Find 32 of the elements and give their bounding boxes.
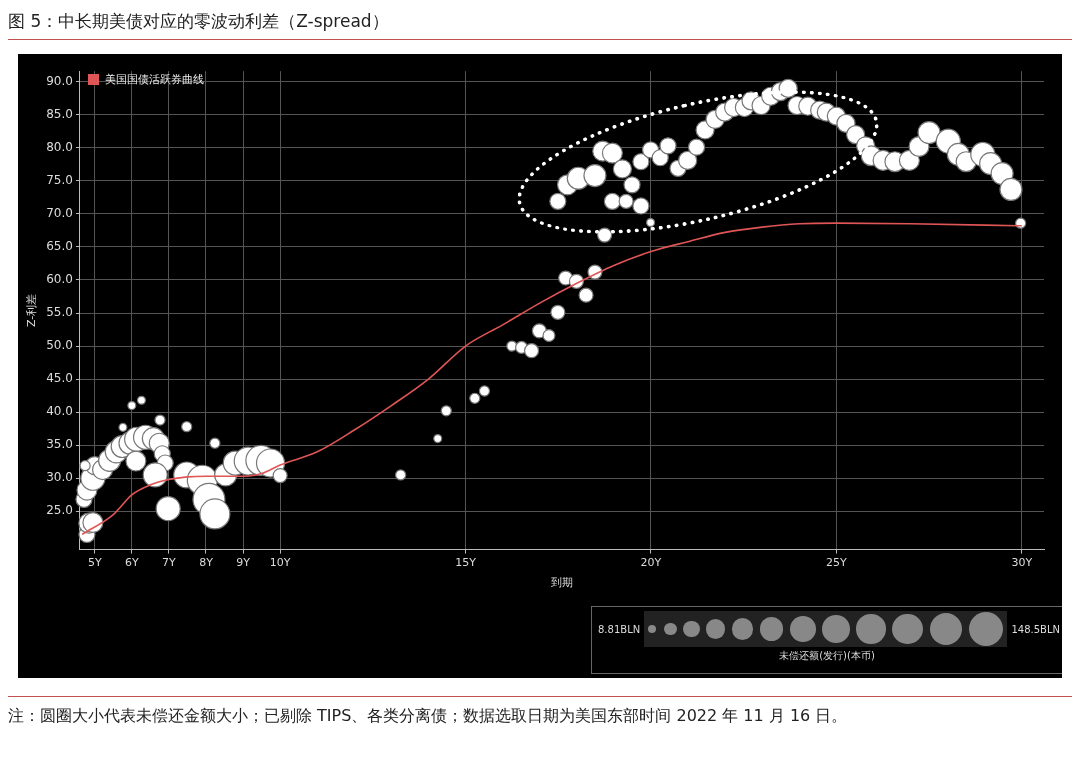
y-tick-label: 35.0 <box>46 437 73 452</box>
y-tick-label: 30.0 <box>46 470 73 485</box>
y-tick-label: 45.0 <box>46 371 73 386</box>
legend-title: 未偿还额(发行)(本币) <box>778 649 876 663</box>
text: 注：圆圈大小代表未偿还金额大小；已剔除 TIPS、各类分离债；数据选取日期为美国东部时间 2022 年 11 月 16 日。 <box>8 705 849 727</box>
y-tick-label: 75.0 <box>46 172 73 187</box>
x-tick-label: 8Y <box>199 556 214 570</box>
x-tick-label: 30Y <box>1011 556 1033 570</box>
x-tick-label: 5Y <box>87 556 102 570</box>
x-tick-label: 15Y <box>455 556 477 570</box>
x-tick-label: 10Y <box>269 556 291 570</box>
y-tick-label: 85.0 <box>46 106 73 121</box>
y-tick-label: 65.0 <box>46 239 73 254</box>
y-tick-label: 90.0 <box>46 73 73 88</box>
y-tick-label: 60.0 <box>46 272 73 287</box>
chart-title: 图 5：中长期美债对应的零波动利差（Z-spread） <box>8 8 1072 40</box>
y-tick-label: 50.0 <box>46 338 73 353</box>
y-axis-title: Z-利差 <box>25 293 39 328</box>
y-tick-label: 40.0 <box>46 404 73 419</box>
x-tick-label: 7Y <box>162 556 177 570</box>
x-tick-label: 20Y <box>640 556 662 570</box>
y-tick-label: 70.0 <box>46 206 73 221</box>
legend-label: 148.5BLN <box>1011 623 1060 635</box>
y-tick-label: 55.0 <box>46 305 73 320</box>
y-tick-label: 25.0 <box>46 503 73 518</box>
legend-label: 美国国债活跃券曲线 <box>105 72 204 87</box>
legend-label: 8.81BLN <box>598 623 641 635</box>
y-tick-label: 80.0 <box>46 139 73 154</box>
x-tick-label: 6Y <box>124 556 139 570</box>
x-tick-label: 25Y <box>825 556 847 570</box>
x-axis-title: 到期 <box>550 576 573 590</box>
x-tick-label: 9Y <box>236 556 251 570</box>
